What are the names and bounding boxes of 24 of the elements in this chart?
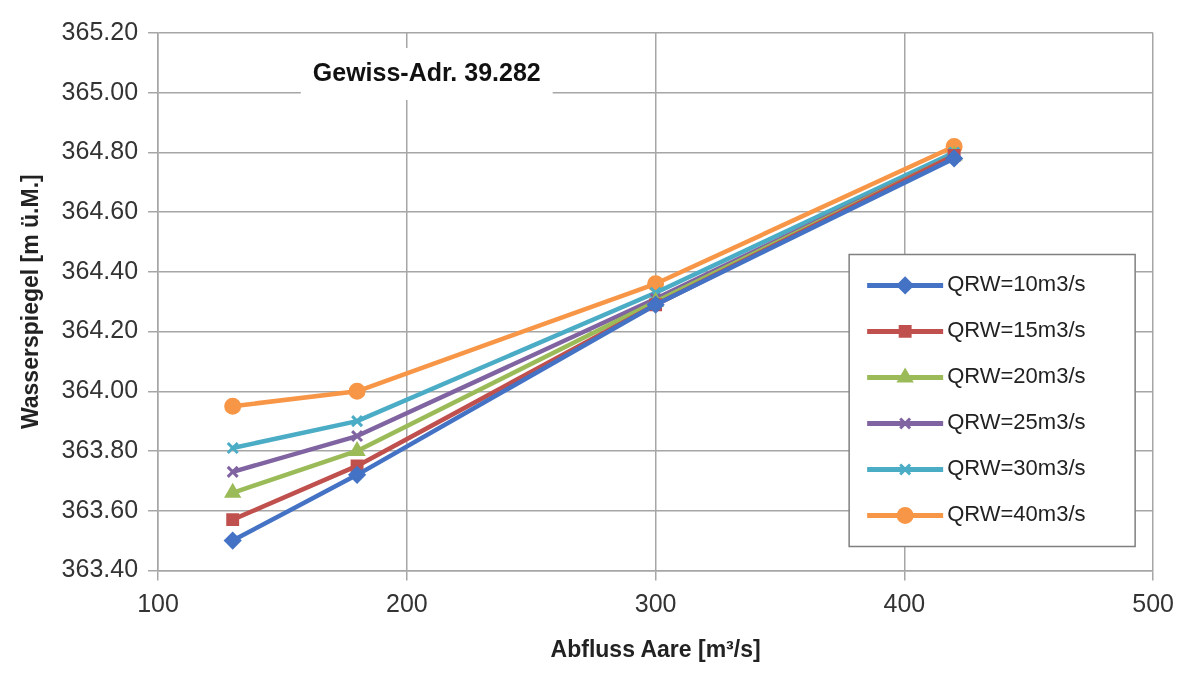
legend-label: QRW=25m3/s xyxy=(947,409,1086,435)
legend-label: QRW=30m3/s xyxy=(947,455,1086,481)
y-tick-label: 364.40 xyxy=(61,255,139,284)
x-tick-label: 500 xyxy=(1132,589,1174,618)
text: Gewiss-Adr. 39.282 xyxy=(312,57,541,86)
y-tick-label: 365.20 xyxy=(61,16,139,45)
x-tick-label: 200 xyxy=(385,589,428,618)
x-axis-title: Abfluss Aare [m³/s] xyxy=(550,635,761,662)
y-tick-label: 363.80 xyxy=(61,434,139,463)
y-tick-label: 364.00 xyxy=(61,375,139,404)
legend-label: QRW=15m3/s xyxy=(947,317,1086,343)
y-tick-label: 365.00 xyxy=(61,76,139,105)
y-tick-label: 364.60 xyxy=(61,196,139,225)
y-tick-label: 364.20 xyxy=(61,315,139,344)
legend-label: QRW=10m3/s xyxy=(947,271,1086,297)
y-axis-title: Wasserspiegel [m ü.M.] xyxy=(17,174,44,430)
legend-label: QRW=40m3/s xyxy=(947,501,1086,527)
x-tick-label: 400 xyxy=(883,589,926,618)
y-tick-label: 363.40 xyxy=(61,554,139,583)
legend-label: QRW=20m3/s xyxy=(947,363,1086,389)
y-tick-label: 364.80 xyxy=(61,136,139,165)
y-tick-label: 363.60 xyxy=(61,494,139,523)
x-tick-label: 300 xyxy=(634,589,677,618)
x-tick-label: 100 xyxy=(137,589,179,618)
